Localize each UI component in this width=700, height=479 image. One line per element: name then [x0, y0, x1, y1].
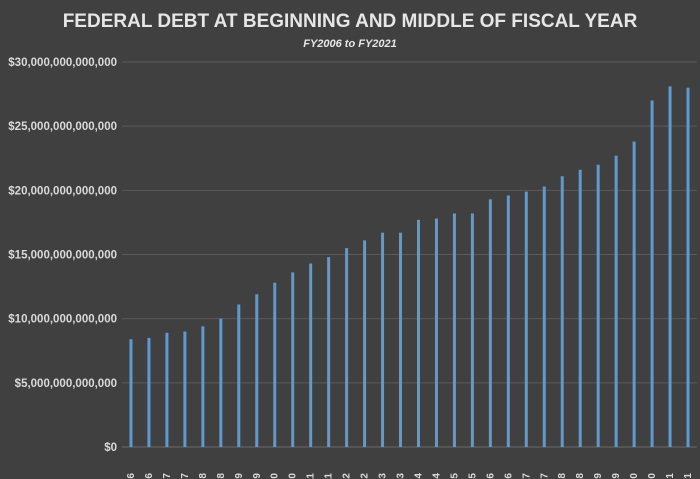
bar: [237, 304, 241, 447]
bar: [596, 164, 600, 447]
x-tick-label: /2021: [665, 473, 676, 479]
y-tick-label: $10,000,000,000,000: [8, 314, 117, 326]
bar: [381, 232, 385, 447]
x-tick-label: /2011: [306, 473, 317, 479]
bar: [291, 272, 295, 447]
x-tick-label: /2021: [683, 473, 694, 479]
bar: [578, 169, 582, 448]
x-tick-label: /2008: [216, 473, 227, 479]
bar: [686, 87, 690, 448]
x-tick-label: /2011: [324, 473, 335, 479]
x-tick-label: /2009: [252, 473, 263, 479]
bar: [309, 263, 313, 447]
bar: [668, 86, 672, 447]
x-tick-label: /2014: [431, 473, 442, 479]
bar: [147, 337, 151, 447]
bar: [434, 218, 438, 447]
bar: [165, 332, 169, 447]
chart-subtitle: FY2006 to FY2021: [303, 38, 397, 50]
y-tick-label: $5,000,000,000,000: [15, 378, 117, 390]
bar: [542, 186, 546, 447]
x-tick-label: /2008: [198, 473, 209, 479]
x-tick-label: /2015: [467, 473, 478, 479]
y-tick-label: $30,000,000,000,000: [8, 57, 117, 69]
bar: [524, 191, 528, 447]
y-tick-label: $0: [104, 442, 117, 454]
bar: [255, 294, 259, 447]
x-tick-label: /2010: [288, 473, 299, 479]
x-tick-label: /2013: [378, 473, 389, 479]
bar: [327, 257, 331, 447]
chart-title: FEDERAL DEBT AT BEGINNING AND MIDDLE OF …: [63, 11, 638, 32]
x-tick-label: /2012: [342, 473, 353, 479]
y-tick-label: $20,000,000,000,000: [8, 185, 117, 197]
bar: [560, 176, 564, 447]
bar: [452, 213, 456, 447]
bars: [129, 86, 690, 448]
x-tick-label: /2006: [144, 473, 155, 479]
x-tick-label: /2017: [539, 473, 550, 479]
x-tick-label: /2017: [521, 473, 532, 479]
x-tick-label: /2018: [557, 473, 568, 479]
x-tick-label: /2007: [162, 473, 173, 479]
x-tick-label: /2013: [396, 473, 407, 479]
bar: [345, 248, 349, 447]
y-tick-label: $25,000,000,000,000: [8, 121, 117, 133]
bar: [201, 326, 205, 447]
bar: [416, 219, 420, 447]
x-tick-label: /2020: [629, 473, 640, 479]
x-tick-label: /2019: [611, 473, 622, 479]
bar: [650, 100, 654, 447]
bar: [399, 232, 403, 447]
bar: [488, 199, 492, 447]
x-tick-label: /2020: [647, 473, 658, 479]
x-tick-label: /2019: [593, 473, 604, 479]
x-tick-label: /2015: [449, 473, 460, 479]
x-tick-label: /2014: [413, 473, 424, 479]
x-tick-label: /2010: [270, 473, 281, 479]
x-tick-label: /2016: [503, 473, 514, 479]
gridlines: [122, 61, 697, 448]
bar: [273, 282, 277, 447]
x-tick-label: /2006: [126, 473, 137, 479]
bar: [470, 213, 474, 447]
x-tick-label: /2016: [485, 473, 496, 479]
bar: [614, 155, 618, 447]
bar: [183, 331, 187, 447]
bar: [632, 141, 636, 448]
x-tick-label: /2018: [575, 473, 586, 479]
x-tick-label: /2007: [180, 473, 191, 479]
bar: [219, 318, 223, 447]
bar: [129, 339, 133, 447]
x-tick-label: /2009: [234, 473, 245, 479]
bar: [363, 240, 367, 447]
bar: [506, 195, 510, 447]
y-axis-ticks: $0 $5,000,000,000,000 $10,000,000,000,000 $…: [8, 57, 117, 454]
x-axis-ticks: /2006/2006/2007/2007/2008/2008/2009/2009…: [126, 473, 694, 479]
x-tick-label: /2012: [360, 473, 371, 479]
y-tick-label: $15,000,000,000,000: [8, 250, 117, 262]
